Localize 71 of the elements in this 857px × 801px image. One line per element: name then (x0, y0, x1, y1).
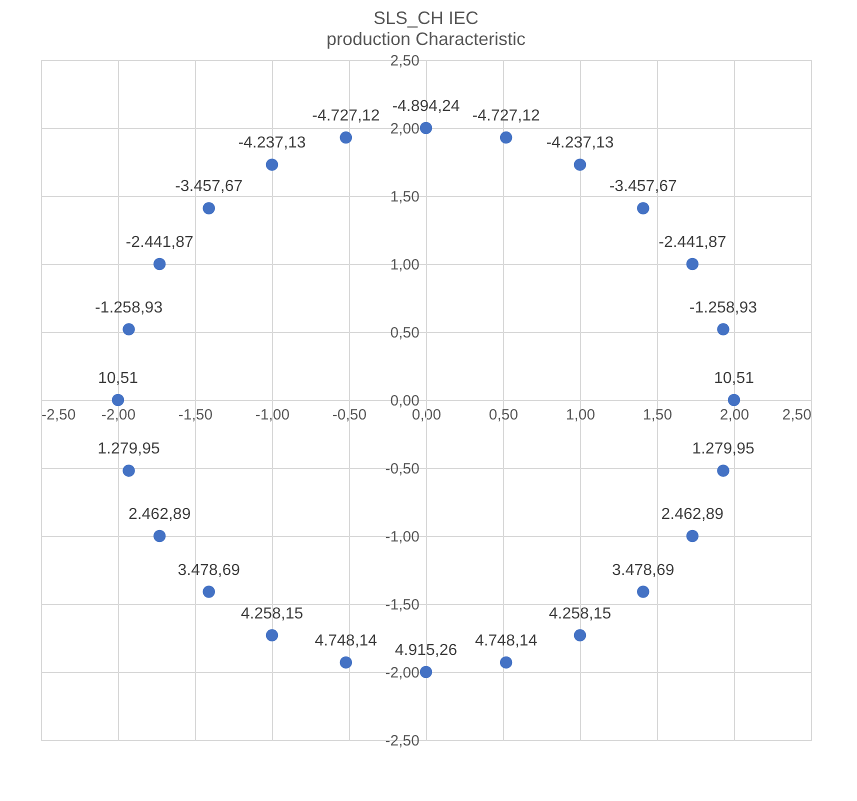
point (340, 656, 352, 669)
annotation: 4.915,26 (394, 642, 458, 659)
point (574, 158, 586, 171)
point (153, 530, 166, 542)
y-tick-label: 2,00 (390, 120, 420, 138)
point (500, 131, 512, 144)
annotation: -3.457,67 (609, 178, 678, 196)
point (266, 158, 278, 171)
annotation: 10,51 (714, 370, 754, 387)
point (500, 656, 512, 669)
annotation: -4.237,13 (546, 134, 614, 152)
x-tick-label: -0,50 (332, 406, 367, 424)
x-tick-label: -2,00 (101, 406, 136, 424)
y-tick-label: -1,50 (385, 596, 420, 614)
point (202, 202, 215, 214)
x-tick-label: -1,00 (255, 406, 290, 424)
point (340, 131, 352, 144)
annotation: 1.279,95 (98, 440, 160, 458)
annotation: -4.894,24 (392, 98, 460, 115)
point (637, 202, 650, 214)
x-tick-label: -2,50 (42, 406, 76, 424)
annotation: 2.462,89 (128, 506, 191, 523)
point (728, 394, 740, 406)
annotation: 10,51 (98, 370, 138, 387)
annotation: 1.279,95 (692, 440, 754, 458)
point (112, 394, 124, 406)
annotation: 4.748,14 (474, 632, 538, 650)
point (122, 323, 135, 336)
y-tick-label: -0,50 (385, 460, 420, 478)
point (686, 530, 699, 542)
annotation: -2.441,87 (126, 234, 194, 251)
point (420, 122, 432, 134)
annotation: 3.478,69 (178, 562, 240, 579)
x-tick-label: 1,00 (566, 406, 596, 424)
point (637, 586, 650, 598)
y-tick-label: -2,50 (385, 732, 420, 750)
point (122, 464, 135, 477)
annotation: -4.727,12 (312, 108, 380, 125)
x-tick-label: 1,50 (642, 406, 672, 424)
y-tick-label: 0,00 (390, 392, 420, 410)
point (202, 586, 215, 598)
annotation: 2.462,89 (661, 506, 724, 523)
x-tick-label: 2,50 (782, 406, 812, 424)
annotation: 4.258,15 (240, 605, 304, 622)
point (717, 464, 730, 477)
x-tick-label: -1,50 (178, 406, 213, 424)
point (420, 666, 432, 678)
point (686, 258, 699, 270)
point (153, 258, 166, 270)
annotation: 4.258,15 (548, 605, 612, 622)
point (266, 629, 278, 642)
point (574, 629, 586, 642)
y-tick-label: 1,50 (390, 188, 420, 206)
annotation: -1.258,93 (689, 299, 758, 316)
x-tick-label: 0,50 (488, 406, 518, 424)
annotation: -3.457,67 (175, 178, 243, 196)
annotation: 3.478,69 (612, 562, 674, 579)
chart-title: SLS_CH IEC (373, 8, 479, 28)
annotation: 4.748,14 (314, 632, 378, 650)
y-tick-label: 1,00 (390, 256, 420, 274)
chart-subtitle: production Characteristic (326, 29, 526, 49)
x-tick-label: 2,00 (720, 406, 750, 424)
point (717, 323, 730, 336)
y-tick-label: 2,50 (390, 52, 420, 70)
y-tick-label: -1,00 (385, 528, 420, 546)
y-tick-label: 0,50 (390, 324, 420, 342)
annotation: -4.237,13 (238, 134, 306, 152)
annotation: -2.441,87 (658, 234, 726, 251)
annotation: -1.258,93 (94, 299, 163, 316)
y-tick-label: -2,00 (385, 664, 420, 682)
annotation: -4.727,12 (472, 108, 540, 125)
